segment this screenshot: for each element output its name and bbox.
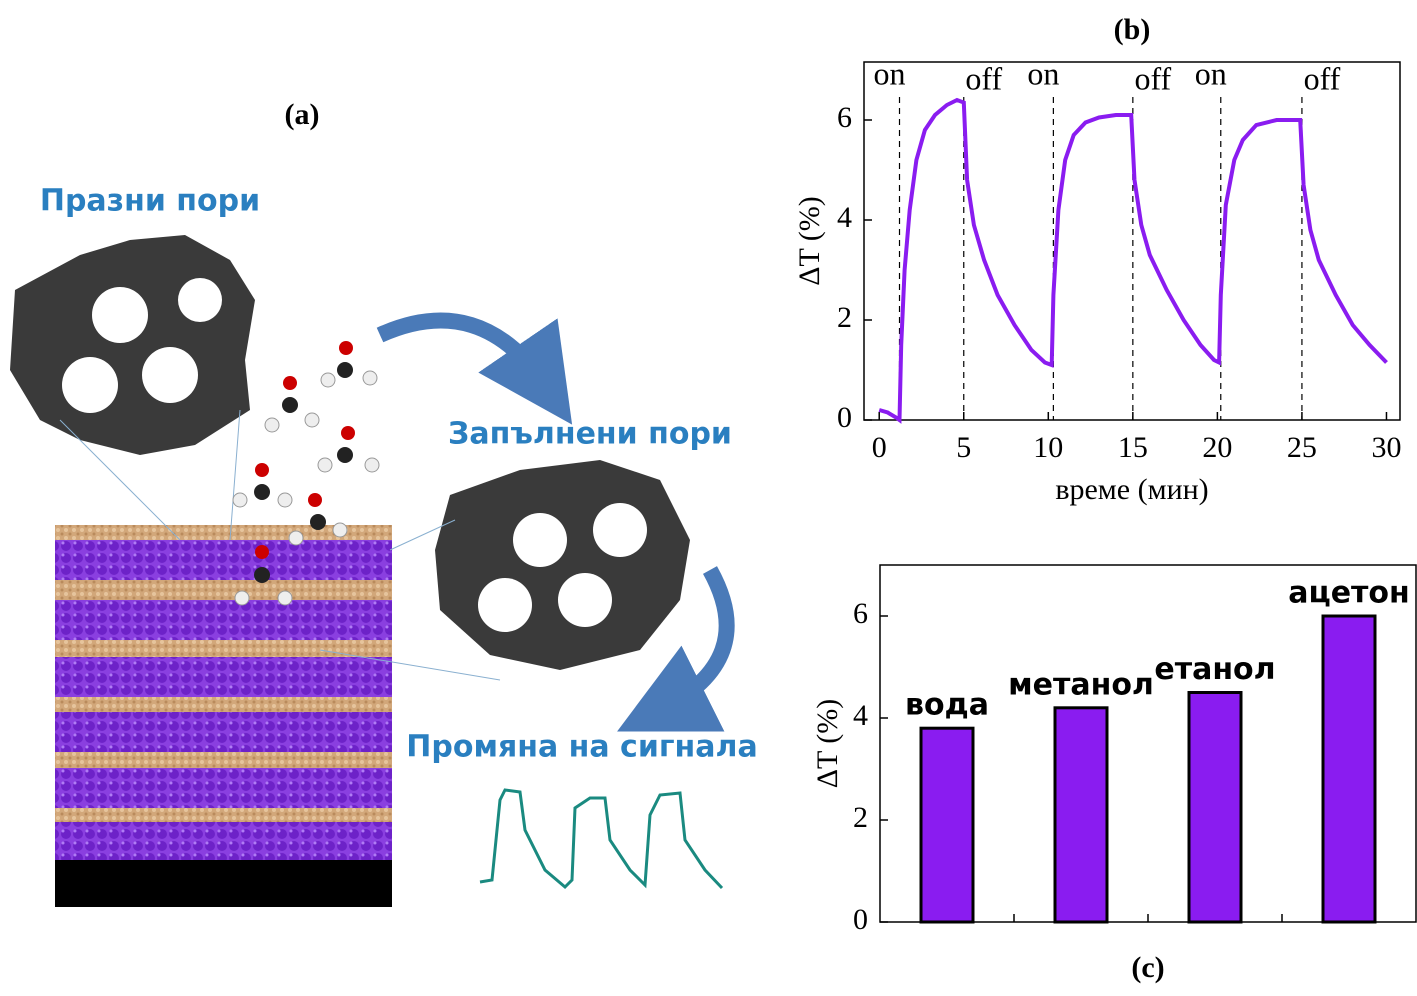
- panel-label: (a): [285, 98, 320, 131]
- y-tick-label: 6: [837, 101, 852, 134]
- bar-label: метанол: [1008, 667, 1154, 702]
- bar: [1323, 616, 1375, 922]
- y-axis-label: ΔT (%): [793, 196, 826, 286]
- x-tick-label: 0: [872, 431, 887, 464]
- y-tick-label: 6: [853, 597, 868, 630]
- annotation: on: [1195, 55, 1227, 91]
- chart-title: (c): [1131, 951, 1164, 984]
- bar: [921, 728, 973, 922]
- bar: [1055, 708, 1107, 922]
- x-tick-label: 15: [1118, 431, 1148, 464]
- annotation: off: [1134, 60, 1171, 96]
- x-tick-label: 20: [1202, 431, 1232, 464]
- bar-label: етанол: [1154, 652, 1275, 687]
- bar-label: ацетон: [1288, 576, 1410, 611]
- x-axis-label: време (мин): [1055, 473, 1208, 506]
- annotation: on: [874, 55, 906, 91]
- x-tick-label: 25: [1287, 431, 1317, 464]
- y-tick-label: 4: [837, 201, 852, 234]
- chart-title: (b): [1114, 13, 1151, 46]
- x-tick-label: 10: [1033, 431, 1063, 464]
- annotation: off: [1304, 60, 1341, 96]
- signal-sketch: [480, 790, 722, 888]
- label: Запълнени пори: [448, 417, 732, 452]
- y-tick-label: 0: [837, 401, 852, 434]
- x-tick-label: 5: [956, 431, 971, 464]
- y-axis-label: ΔT (%): [811, 699, 844, 789]
- bar: [1189, 693, 1241, 923]
- x-tick-label: 30: [1371, 431, 1401, 464]
- framework: [10, 235, 255, 455]
- y-tick-label: 0: [853, 903, 868, 936]
- panel-a: (a) Празни пори Запълнени пори Промяна н…: [10, 98, 758, 907]
- label: Промяна на сигнала: [406, 730, 757, 765]
- y-tick-label: 2: [853, 801, 868, 834]
- label: Празни пори: [40, 184, 260, 219]
- y-tick-label: 2: [837, 301, 852, 334]
- arrow: [380, 321, 545, 385]
- bar-label: вода: [905, 688, 989, 723]
- framework: [435, 460, 690, 670]
- figure: (a) Празни пори Запълнени пори Промяна н…: [0, 0, 1417, 991]
- annotation: off: [965, 60, 1002, 96]
- y-tick-label: 4: [853, 699, 868, 732]
- annotation: on: [1027, 55, 1059, 91]
- film: [55, 525, 392, 907]
